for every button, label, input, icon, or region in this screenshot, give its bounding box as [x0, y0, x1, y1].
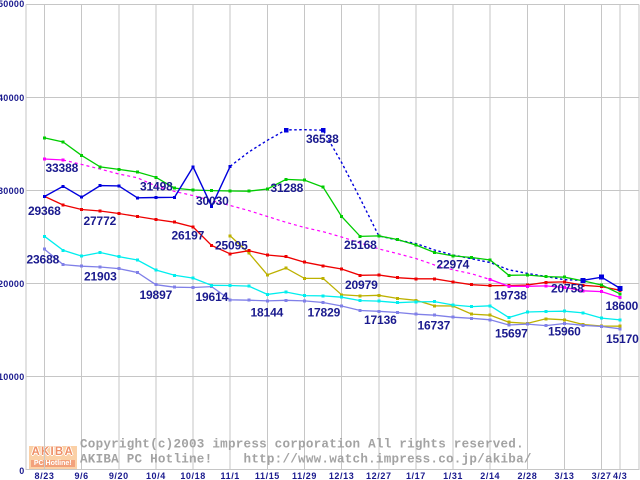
svg-text:15960: 15960: [548, 325, 581, 339]
svg-text:1/17: 1/17: [406, 471, 426, 480]
svg-text:15170: 15170: [606, 332, 639, 346]
svg-text:3/27: 3/27: [592, 471, 612, 480]
svg-text:30030: 30030: [196, 194, 229, 208]
svg-text:15697: 15697: [495, 327, 528, 341]
svg-text:10/4: 10/4: [146, 471, 166, 480]
svg-text:8/23: 8/23: [35, 471, 55, 480]
svg-text:19897: 19897: [140, 288, 173, 302]
svg-text:20000: 20000: [0, 279, 25, 289]
svg-text:9/6: 9/6: [74, 471, 88, 480]
svg-text:11/1: 11/1: [220, 471, 239, 480]
svg-text:27772: 27772: [84, 214, 117, 228]
svg-text:20758: 20758: [551, 282, 584, 296]
svg-text:19738: 19738: [494, 289, 527, 303]
svg-text:30000: 30000: [0, 186, 25, 196]
svg-text:16737: 16737: [418, 319, 451, 333]
svg-text:25168: 25168: [344, 238, 377, 252]
svg-text:20979: 20979: [345, 278, 378, 292]
svg-text:12/13: 12/13: [329, 471, 355, 480]
svg-text:12/27: 12/27: [366, 471, 392, 480]
svg-text:1/31: 1/31: [443, 471, 463, 480]
svg-text:Copyright(c)2003 impress corpo: Copyright(c)2003 impress corporation All…: [80, 438, 524, 452]
svg-text:11/15: 11/15: [255, 471, 280, 480]
svg-text:17829: 17829: [308, 306, 341, 320]
svg-text:4/3: 4/3: [613, 471, 627, 480]
svg-text:9/20: 9/20: [109, 471, 129, 480]
svg-text:23688: 23688: [27, 253, 60, 267]
svg-text:11/29: 11/29: [292, 471, 317, 480]
svg-text:18144: 18144: [251, 306, 284, 320]
svg-text:18600: 18600: [606, 299, 639, 313]
svg-text:19614: 19614: [196, 290, 229, 304]
svg-text:25095: 25095: [215, 239, 248, 253]
svg-text:AKIBA PC Hotline! http://ww: AKIBA PC Hotline! http://www.watch.impre…: [80, 453, 532, 467]
svg-text:33388: 33388: [46, 161, 79, 175]
svg-text:40000: 40000: [0, 93, 25, 103]
svg-text:50000: 50000: [0, 0, 25, 9]
svg-text:3/13: 3/13: [555, 471, 575, 480]
svg-text:2/14: 2/14: [480, 471, 500, 480]
svg-text:10/18: 10/18: [180, 471, 206, 480]
svg-text:10000: 10000: [0, 372, 25, 382]
svg-text:22974: 22974: [437, 258, 470, 272]
svg-text:31288: 31288: [271, 181, 304, 195]
svg-text:26197: 26197: [172, 229, 205, 243]
svg-text:17136: 17136: [364, 313, 397, 327]
svg-text:29368: 29368: [28, 204, 61, 218]
svg-text:21903: 21903: [84, 270, 117, 284]
svg-text:36538: 36538: [306, 132, 339, 146]
svg-text:31498: 31498: [140, 180, 173, 194]
svg-text:0: 0: [19, 466, 24, 476]
svg-text:2/28: 2/28: [517, 471, 537, 480]
